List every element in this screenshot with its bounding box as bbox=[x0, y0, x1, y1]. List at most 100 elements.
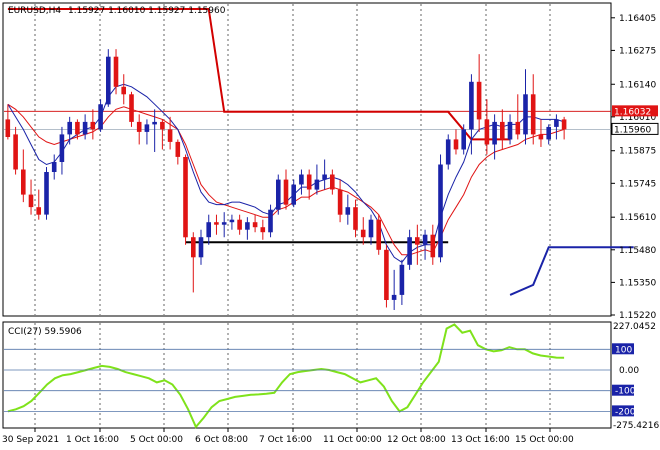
candle-body bbox=[415, 237, 420, 245]
candle-body bbox=[183, 157, 188, 238]
candle-body bbox=[391, 294, 397, 300]
candle-body bbox=[36, 207, 41, 215]
candle-body bbox=[5, 119, 11, 137]
candle-body bbox=[360, 229, 366, 238]
cci-level-box bbox=[612, 384, 634, 396]
candle-body bbox=[283, 179, 289, 205]
price-tick-label: 1.15220 bbox=[619, 311, 656, 321]
price-tick-label: 1.16010 bbox=[619, 113, 656, 123]
candle-body bbox=[368, 219, 374, 238]
candle-body bbox=[206, 222, 211, 238]
time-tick-label: 5 Oct 00:00 bbox=[130, 435, 183, 445]
candle-body bbox=[260, 227, 266, 233]
candle-body bbox=[252, 222, 258, 228]
candle-body bbox=[67, 121, 72, 135]
cci-tick-label: -275.4216 bbox=[613, 421, 659, 431]
cci-line bbox=[7, 323, 565, 429]
candle-body bbox=[82, 121, 88, 135]
candle-body bbox=[237, 219, 242, 230]
candle-body bbox=[430, 234, 436, 258]
cci-line-path bbox=[7, 323, 565, 429]
candle-body bbox=[44, 172, 49, 215]
candle-body bbox=[523, 94, 528, 135]
candle-body bbox=[407, 237, 412, 265]
candle-body bbox=[229, 219, 235, 223]
price-tick-label: 1.16405 bbox=[619, 14, 656, 24]
candle-body bbox=[291, 184, 296, 205]
candle-body bbox=[28, 194, 34, 208]
candle-body bbox=[51, 162, 57, 172]
candle-body bbox=[445, 139, 451, 165]
cci-plot-area[interactable] bbox=[2, 321, 612, 429]
cci-level-label: -200 bbox=[615, 407, 636, 417]
candle-body bbox=[399, 264, 405, 295]
price-tick-label: 1.15610 bbox=[619, 213, 656, 223]
candle-body bbox=[21, 169, 26, 195]
candle-body bbox=[221, 222, 227, 225]
candle-body bbox=[160, 121, 165, 130]
candle-body bbox=[538, 134, 544, 140]
candle-body bbox=[306, 174, 312, 190]
candle-body bbox=[484, 119, 490, 145]
candle-body bbox=[492, 121, 497, 145]
candle-body bbox=[106, 56, 111, 105]
candle-body bbox=[507, 121, 513, 140]
time-tick-label: 30 Sep 2021 bbox=[2, 435, 59, 445]
time-tick-label: 6 Oct 08:00 bbox=[195, 435, 248, 445]
candle-body bbox=[268, 209, 273, 233]
candle-body bbox=[469, 81, 474, 130]
grid bbox=[34, 4, 551, 427]
current-price-marker: 1.15960 bbox=[611, 122, 659, 135]
cci-title: CCI(27) 59.5906 bbox=[8, 327, 82, 337]
candle-body bbox=[546, 126, 551, 140]
candle-body bbox=[13, 134, 18, 170]
candle-body bbox=[422, 234, 428, 245]
main-plot-area[interactable] bbox=[2, 2, 612, 317]
candle-body bbox=[345, 207, 351, 215]
candle-body bbox=[384, 249, 389, 300]
cci-axis: 227.0452 100 0.00 -100 -200 -275.4216 bbox=[4, 322, 659, 431]
candle-body bbox=[59, 134, 65, 162]
candle-body bbox=[113, 56, 119, 87]
candle-body bbox=[90, 121, 96, 130]
candle-body bbox=[554, 119, 559, 127]
candle-body bbox=[438, 164, 443, 258]
chart-title: EURUSD,H4 1.15927 1.16010 1.15927 1.1596… bbox=[8, 6, 226, 16]
time-axis: 30 Sep 2021 1 Oct 16:00 5 Oct 00:00 6 Oct 0… bbox=[2, 428, 574, 445]
candle-body bbox=[299, 174, 304, 185]
cci-tick-label: 227.0452 bbox=[613, 322, 656, 332]
cci-tick-label: 0.00 bbox=[619, 366, 639, 376]
candle-body bbox=[276, 179, 281, 210]
symbol-timeframe: EURUSD,H4 bbox=[8, 6, 61, 16]
candle-body bbox=[530, 94, 536, 135]
candle-body bbox=[314, 179, 320, 190]
price-tick-label: 1.15745 bbox=[619, 179, 656, 189]
candle-body bbox=[167, 129, 173, 142]
candle-body bbox=[98, 104, 103, 130]
trailing-stop-line bbox=[7, 8, 511, 141]
candle-body bbox=[337, 189, 343, 215]
price-tick-label: 1.15875 bbox=[619, 147, 656, 157]
price-line-marker: 1.16032 bbox=[612, 105, 658, 117]
price-tick-label: 1.15480 bbox=[619, 246, 656, 256]
time-tick-label: 13 Oct 16:00 bbox=[451, 435, 510, 445]
price-line-label: 1.16032 bbox=[614, 107, 651, 117]
candle-body bbox=[129, 94, 134, 122]
candle-body bbox=[515, 121, 521, 135]
candle-body bbox=[461, 129, 466, 150]
candle-body bbox=[136, 121, 142, 132]
cci-level-box bbox=[612, 343, 634, 355]
current-price-label: 1.15960 bbox=[614, 125, 651, 135]
candle-body bbox=[121, 86, 126, 95]
price-tick-label: 1.16140 bbox=[619, 80, 656, 90]
price-axis: 1.16405 1.16275 1.16140 1.16010 1.15875 1.157… bbox=[611, 14, 656, 321]
candle-body bbox=[500, 121, 505, 140]
candle-body bbox=[376, 219, 381, 250]
time-tick-label: 1 Oct 16:00 bbox=[66, 435, 119, 445]
ohlc-values: 1.15927 1.16010 1.15927 1.15960 bbox=[68, 6, 226, 16]
candle-body bbox=[330, 174, 335, 190]
time-tick-label: 7 Oct 16:00 bbox=[259, 435, 312, 445]
time-tick-label: 15 Oct 00:00 bbox=[515, 435, 574, 445]
candle-body bbox=[322, 174, 327, 180]
